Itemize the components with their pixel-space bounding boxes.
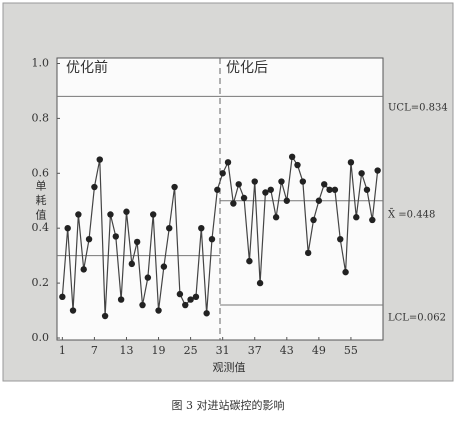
point (374, 167, 381, 174)
point (123, 208, 130, 215)
point (91, 183, 98, 191)
point (310, 216, 317, 224)
point (59, 293, 66, 301)
point (278, 178, 285, 185)
point (149, 211, 157, 218)
point (331, 186, 339, 193)
point (283, 197, 291, 204)
point (342, 268, 349, 276)
point (85, 235, 93, 243)
point (182, 301, 189, 309)
point (69, 307, 77, 314)
x-tick-label: 1 (59, 344, 66, 357)
point (160, 263, 168, 270)
point (272, 214, 280, 221)
point (80, 266, 87, 273)
x-tick-label: 31 (216, 344, 230, 357)
point (107, 211, 114, 218)
point (256, 279, 264, 287)
point (321, 181, 328, 188)
point (230, 200, 237, 207)
point (267, 186, 274, 193)
y-tick-label: 0.8 (32, 111, 50, 124)
point (203, 310, 210, 317)
point (171, 183, 178, 191)
point (214, 186, 221, 193)
point (144, 274, 152, 281)
point (358, 170, 365, 177)
x-tick-label: 19 (152, 344, 166, 357)
x-tick-label: 7 (91, 344, 98, 357)
point (219, 170, 226, 177)
point (139, 301, 146, 309)
point (128, 260, 136, 268)
point (187, 296, 194, 303)
y-tick-label: 0.0 (32, 331, 50, 344)
point (347, 159, 355, 166)
point (240, 194, 248, 202)
point (288, 153, 296, 161)
y-tick-label: 0.6 (32, 166, 50, 179)
x-tick-label: 13 (119, 344, 133, 357)
point (294, 161, 301, 169)
point (133, 238, 141, 246)
x-tick-label: 37 (248, 344, 262, 357)
annotation: 优化后 (226, 60, 268, 76)
y-tick-label: 1.0 (32, 56, 50, 69)
point (101, 312, 109, 320)
point (262, 189, 269, 196)
point (155, 307, 162, 314)
annotation: LCL=0.062 (388, 313, 446, 324)
point (299, 178, 307, 185)
annotation: X̄ =0.448 (388, 209, 435, 221)
point (315, 197, 323, 204)
point (166, 224, 173, 232)
x-tick-label: 43 (280, 344, 294, 357)
x-tick-label: 49 (312, 344, 326, 357)
caption: 图 3 对进站碳控的影响 (172, 398, 285, 412)
point (337, 235, 344, 243)
annotation: 优化前 (66, 59, 108, 76)
point (176, 290, 184, 298)
x-tick-label: 25 (184, 344, 198, 357)
point (75, 211, 82, 218)
point (198, 224, 205, 232)
point (117, 296, 125, 303)
point (64, 224, 71, 232)
y-tick-label: 0.2 (32, 276, 50, 289)
point (192, 293, 200, 301)
point (251, 178, 258, 185)
point (246, 257, 253, 265)
point (363, 186, 371, 193)
x-axis-label: 观测值 (213, 361, 246, 374)
point (326, 186, 333, 193)
y-axis-label: 单 耗 值 (34, 180, 47, 221)
x-tick-label: 55 (344, 344, 358, 357)
point (112, 233, 119, 240)
point (208, 235, 216, 243)
point (224, 159, 232, 166)
point (96, 156, 103, 163)
point (304, 249, 312, 257)
annotation: UCL=0.834 (388, 103, 448, 114)
point (369, 216, 376, 224)
point (353, 214, 360, 221)
point (235, 181, 242, 188)
y-tick-label: 0.4 (32, 221, 50, 234)
